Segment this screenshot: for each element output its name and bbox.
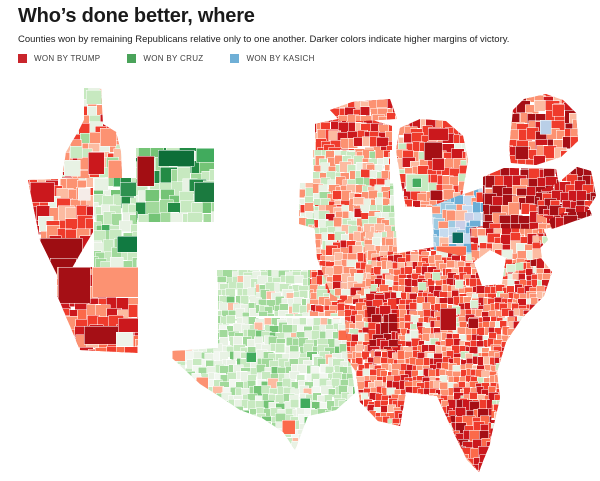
region-wyoming (136, 148, 214, 222)
legend-item-trump: WON BY TRUMP (18, 54, 100, 63)
region-west-virginia-gap (474, 250, 506, 286)
trump-color-swatch-icon (18, 54, 27, 63)
legend-label-kasich: WON BY KASICH (246, 54, 315, 63)
legend: WON BY TRUMP WON BY CRUZ WON BY KASICH (18, 54, 590, 63)
region-new-england-north (509, 94, 578, 165)
region-idaho (62, 88, 122, 178)
page-title: Who’s done better, where (18, 5, 255, 27)
region-arkansas-delta (366, 292, 398, 350)
legend-label-cruz: WON BY CRUZ (143, 54, 204, 63)
region-arizona (57, 267, 138, 353)
kasich-color-swatch-icon (230, 54, 240, 63)
region-florida-peninsula (448, 400, 492, 471)
region-utah (94, 178, 137, 267)
subtitle: Counties won by remaining Republicans re… (18, 34, 510, 45)
region-wisconsin-south (313, 150, 390, 205)
header: Who’s done better, where Counties won by… (18, 5, 590, 63)
legend-item-cruz: WON BY CRUZ (127, 54, 203, 63)
legend-item-kasich: WON BY KASICH (230, 54, 314, 63)
legend-label-trump: WON BY TRUMP (34, 54, 101, 63)
cruz-color-swatch-icon (127, 54, 137, 63)
